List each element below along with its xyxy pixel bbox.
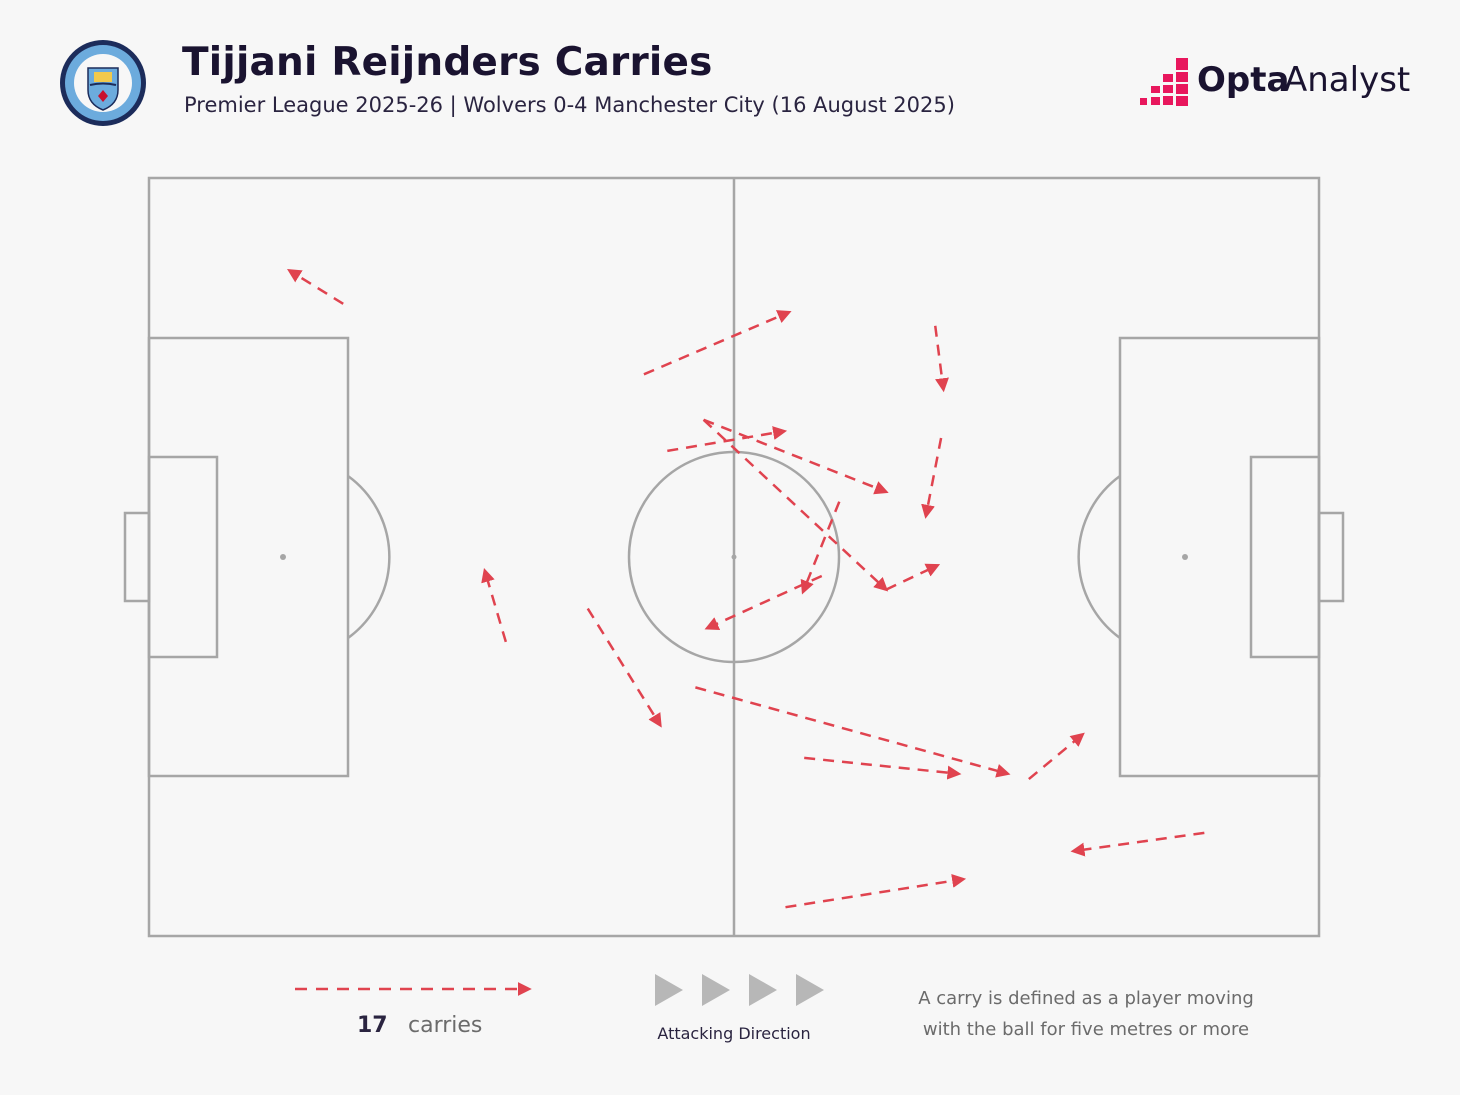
- carry-arrow-11: [481, 567, 508, 643]
- chart-title: Tijjani Reijnders Carries: [182, 40, 713, 85]
- left-six-yard-box: [147, 455, 219, 659]
- carry-arrow-16: [1070, 831, 1205, 857]
- opta-logo-icon: [1140, 58, 1188, 106]
- left-penalty-area: [147, 336, 350, 778]
- left-goal: [123, 511, 151, 603]
- carry-definition: A carry is defined as a player moving wi…: [896, 983, 1276, 1045]
- centre-circle: [627, 450, 841, 664]
- direction-arrow-icon: [655, 974, 683, 1006]
- carry-arrow-17: [785, 873, 967, 909]
- right-six-yard-box: [1249, 455, 1321, 659]
- carry-arrow-4: [667, 426, 788, 453]
- left-penalty-arc: [347, 474, 391, 640]
- brand-opta-text: Opta: [1197, 60, 1290, 100]
- attacking-direction-label: Attacking Direction: [657, 1024, 811, 1043]
- direction-arrow-icon: [749, 974, 777, 1006]
- right-penalty-area: [1118, 336, 1321, 778]
- carry-arrow-12: [586, 607, 662, 728]
- carry-arrow-1: [287, 269, 344, 305]
- carry-arrow-13: [695, 686, 1011, 778]
- carry-arrow-2: [643, 310, 792, 376]
- right-penalty-arc: [1077, 474, 1121, 640]
- carry-arrow-8: [885, 563, 941, 591]
- carry-arrow-5: [703, 418, 889, 495]
- right-goal: [1317, 511, 1345, 603]
- direction-arrow-icon: [796, 974, 824, 1006]
- manchester-city-crest: [60, 40, 146, 126]
- brand-analyst-text: Analyst: [1284, 60, 1411, 100]
- carry-arrow-15: [1028, 732, 1085, 781]
- carry-count: 17: [357, 1013, 388, 1038]
- chart-subtitle: Premier League 2025-26 | Wolvers 0-4 Man…: [184, 93, 955, 117]
- carry-definition-line-1: A carry is defined as a player moving: [918, 988, 1254, 1009]
- right-penalty-spot: [1182, 554, 1188, 560]
- carry-arrow-7: [702, 418, 889, 592]
- carry-arrow-9: [800, 501, 841, 595]
- carry-arrow-10: [704, 574, 823, 630]
- direction-arrow-icon: [702, 974, 730, 1006]
- carry-count-label: carries: [408, 1013, 483, 1038]
- carry-definition-line-2: with the ball for five metres or more: [922, 1019, 1250, 1040]
- carry-arrow-3: [934, 325, 949, 393]
- opta-analyst-logo: Opta Analyst: [1136, 56, 1416, 108]
- carry-arrow-14: [804, 756, 962, 780]
- centre-spot: [731, 554, 737, 560]
- left-penalty-spot: [280, 554, 286, 560]
- carry-arrow-6: [921, 437, 943, 519]
- attacking-direction-arrows: [655, 974, 824, 1006]
